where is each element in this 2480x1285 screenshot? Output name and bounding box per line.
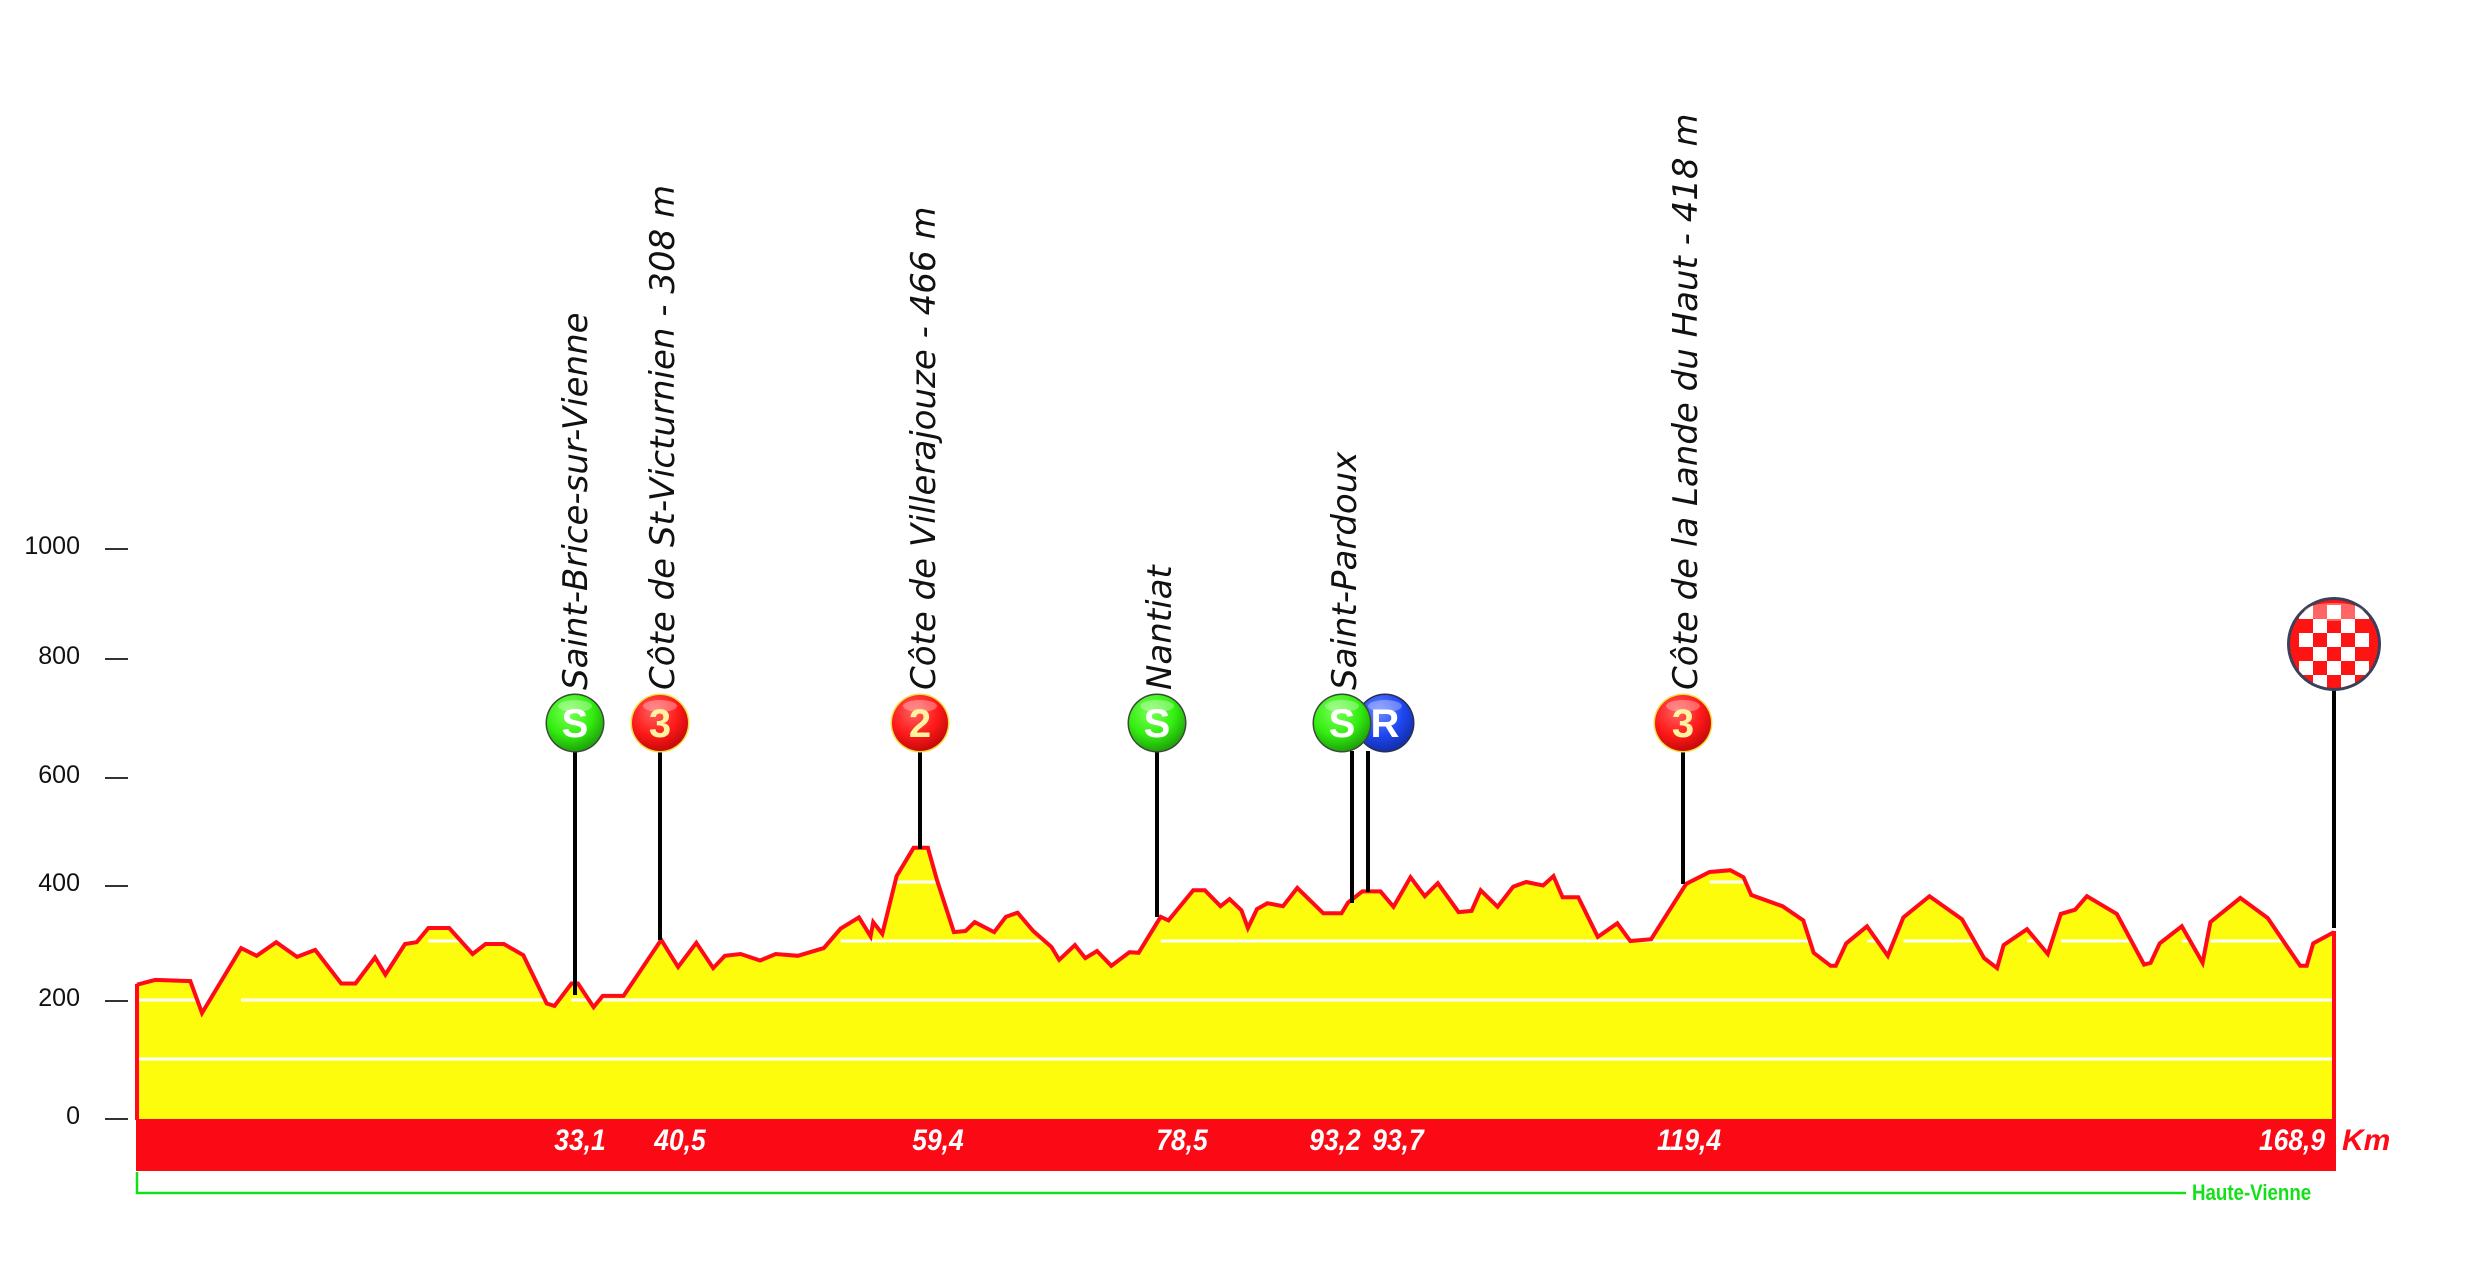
finish-marker (2287, 597, 2381, 928)
waypoint-label-cote-lande-du-haut: Côte de la Lande du Haut - 418 m (1666, 113, 1706, 690)
y-tick-mark (105, 1118, 128, 1120)
svg-text:3: 3 (1672, 702, 1694, 746)
km-label: 59,4 (912, 1124, 964, 1157)
elevation-area-fill (137, 847, 2334, 1120)
elevation-profile-line (136, 845, 2335, 1018)
svg-text:S: S (1144, 702, 1171, 746)
feed-zone-icon: R (1355, 693, 1415, 753)
waypoint-markers: RS 3 2 S S 3 (545, 693, 1713, 995)
distance-unit-label: Km (2342, 1124, 2391, 1157)
waypoint-label-saint-pardoux: Saint-Pardoux (1325, 451, 1365, 690)
waypoint-label-cote-st-victurnien: Côte de St-Victurnien - 308 m (643, 184, 683, 690)
climb-category-3-icon: 3 (1653, 693, 1713, 753)
svg-text:R: R (1371, 702, 1400, 746)
sprint-icon: S (545, 693, 605, 753)
svg-text:S: S (562, 702, 589, 746)
km-label: 93,2 (1309, 1124, 1361, 1157)
km-label: 33,1 (554, 1124, 606, 1157)
km-label: 93,7 (1372, 1124, 1424, 1157)
y-tick-label-400: 400 (38, 869, 80, 897)
sprint-icon: S (1312, 693, 1372, 753)
y-tick-label-800: 800 (38, 642, 80, 670)
y-tick-mark (105, 1000, 128, 1002)
y-tick-label-600: 600 (38, 761, 80, 789)
waypoint-label-cote-villerajouze: Côte de Villerajouze - 466 m (904, 206, 944, 690)
waypoint-label-saint-brice: Saint-Brice-sur-Vienne (556, 312, 596, 690)
region-line (135, 1172, 2186, 1195)
y-tick-mark (105, 548, 128, 550)
svg-text:3: 3 (649, 702, 671, 746)
y-tick-label-0: 0 (66, 1102, 80, 1130)
distance-band (136, 1119, 2336, 1171)
climb-category-3-icon: 3 (630, 693, 690, 753)
y-tick-mark (105, 777, 128, 779)
waypoint-label-nantiat: Nantiat (1140, 565, 1180, 690)
climb-category-2-icon: 2 (890, 693, 950, 753)
km-label: 119,4 (1656, 1124, 1722, 1157)
y-tick-mark (105, 885, 128, 887)
y-tick-label-200: 200 (38, 984, 80, 1012)
region-label: Haute-Vienne (2192, 1180, 2312, 1205)
km-label: 78,5 (1156, 1124, 1208, 1157)
svg-text:S: S (1329, 702, 1356, 746)
km-label-finish: 168,9 (2258, 1124, 2326, 1157)
gridlines (137, 880, 2334, 1061)
y-tick-label-1000: 1000 (24, 532, 80, 560)
sprint-icon: S (1127, 693, 1187, 753)
svg-text:2: 2 (909, 702, 931, 746)
y-tick-mark (105, 658, 128, 660)
km-label: 40,5 (654, 1124, 706, 1157)
